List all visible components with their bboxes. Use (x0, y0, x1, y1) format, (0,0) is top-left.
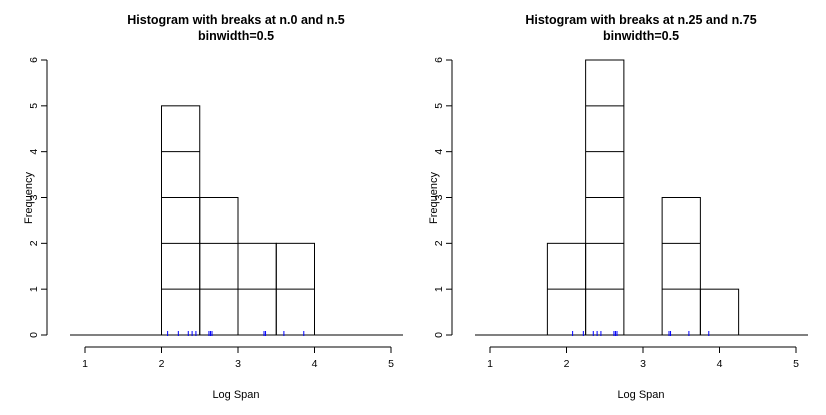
left-y-tick-label: 2 (28, 240, 40, 246)
left-y-tick-label: 5 (28, 103, 40, 109)
left-histogram-bar-2 (199, 197, 239, 336)
right-y-tick-label: 6 (433, 57, 445, 63)
right-y-axis-label: Frequency (428, 172, 440, 224)
right-y-tick-label: 2 (433, 240, 445, 246)
right-x-tick-label: 1 (487, 358, 493, 370)
right-chart-subtitle: binwidth=0.5 (603, 29, 679, 43)
left-chart-title: Histogram with breaks at n.0 and n.5 (127, 13, 344, 27)
left-histogram-panel: Histogram with breaks at n.0 and n.5 bin… (23, 13, 403, 401)
left-y-tick-label: 3 (28, 194, 40, 200)
right-histogram-bar-3 (661, 197, 701, 336)
right-histogram-bar-4 (699, 288, 740, 336)
left-histogram-bar-1 (161, 105, 201, 336)
left-x-tick-label: 2 (159, 358, 165, 370)
right-x-tick-label: 2 (564, 358, 570, 370)
right-x-tick-label: 5 (793, 358, 799, 370)
left-chart-subtitle: binwidth=0.5 (198, 29, 274, 43)
left-x-tick-label: 3 (235, 358, 241, 370)
right-y-tick-label: 1 (433, 286, 445, 292)
left-y-tick-label: 4 (28, 149, 40, 155)
right-y-tick-label: 5 (433, 103, 445, 109)
right-x-axis-label: Log Span (617, 389, 664, 401)
left-x-tick-label: 5 (388, 358, 394, 370)
right-x-tick-label: 4 (717, 358, 723, 370)
left-x-axis-label: Log Span (212, 389, 259, 401)
left-y-axis-label: Frequency (23, 172, 35, 224)
right-y-tick-label: 4 (433, 149, 445, 155)
left-y-tick-label: 0 (28, 332, 40, 338)
left-y-tick-label: 6 (28, 57, 40, 63)
right-y-tick-label: 3 (433, 194, 445, 200)
right-y-tick-label: 0 (433, 332, 445, 338)
right-x-tick-label: 3 (640, 358, 646, 370)
right-histogram-panel: Histogram with breaks at n.25 and n.75 b… (428, 13, 808, 401)
left-x-tick-label: 1 (82, 358, 88, 370)
right-chart-title: Histogram with breaks at n.25 and n.75 (525, 13, 756, 27)
left-x-tick-label: 4 (312, 358, 318, 370)
left-y-tick-label: 1 (28, 286, 40, 292)
